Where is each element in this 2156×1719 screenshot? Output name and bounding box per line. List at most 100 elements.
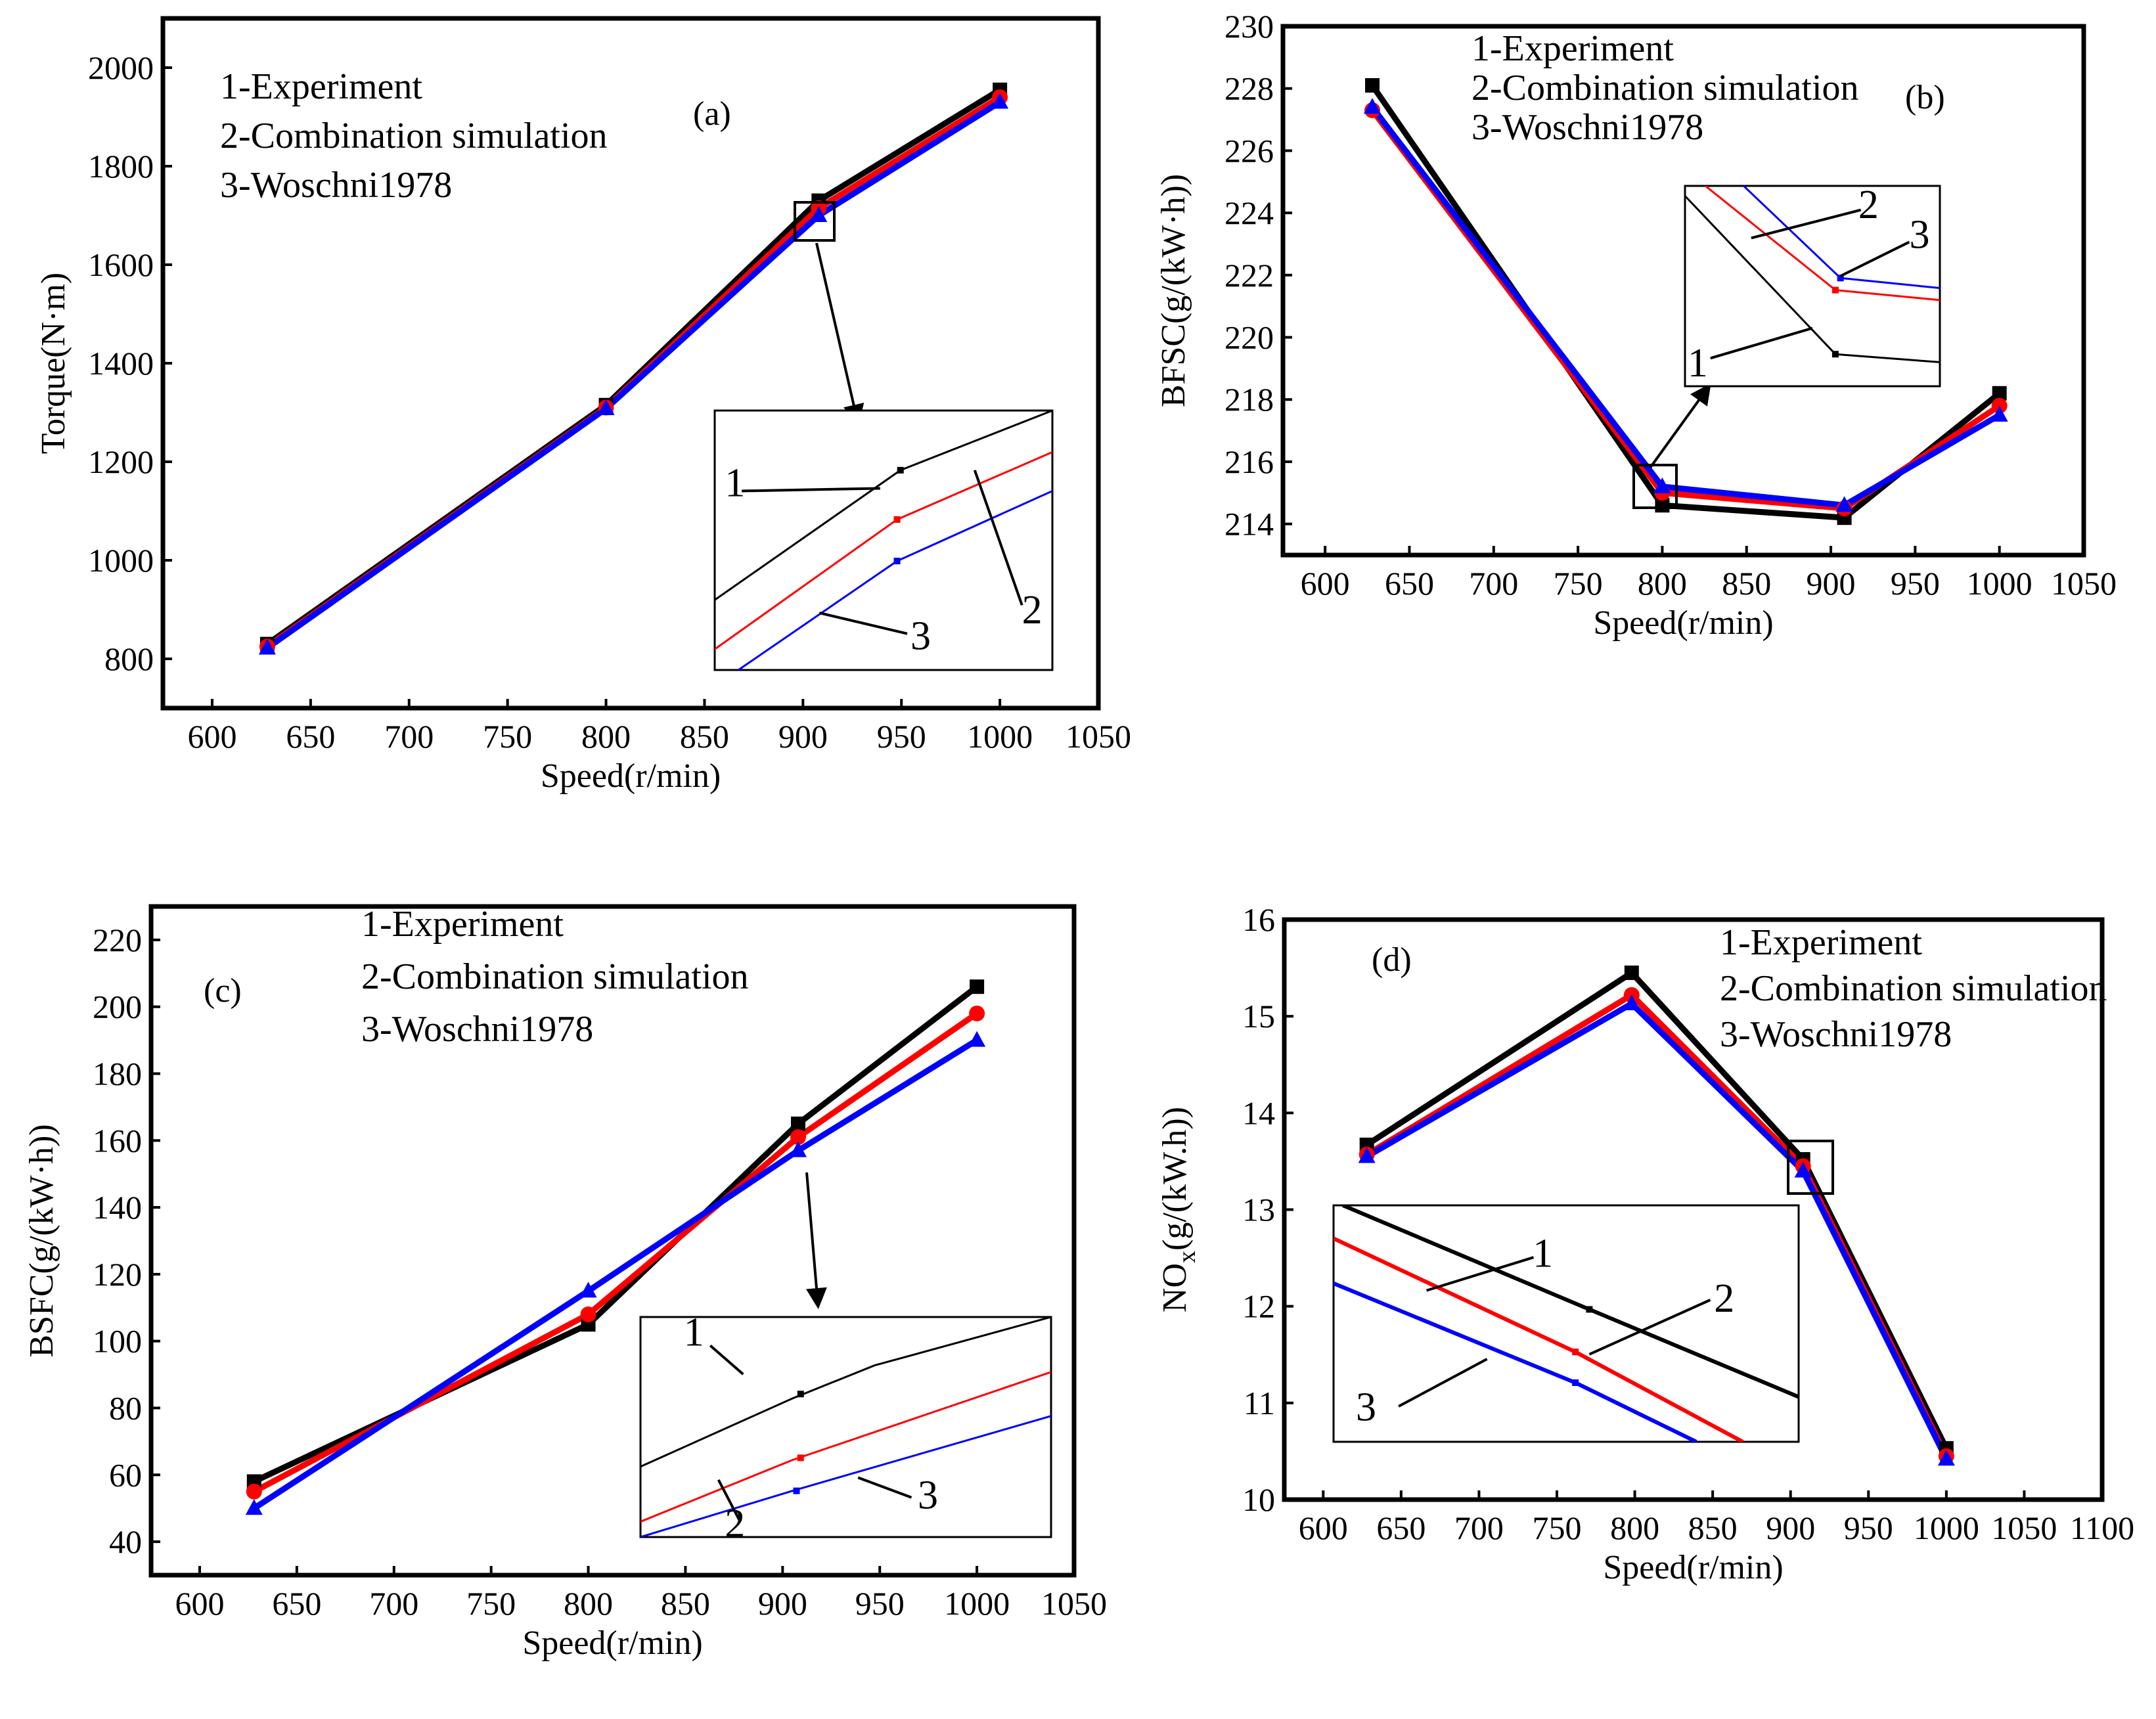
plot-frame-c <box>148 904 1077 1578</box>
y-tick-label: 214 <box>1224 506 1274 543</box>
inset-callout-line-2 <box>1839 240 1910 278</box>
inset-callout-label-3: 1 <box>1688 341 1708 386</box>
inset-callout-label-2: 2 <box>1022 588 1043 633</box>
x-tick-label: 750 <box>466 1585 516 1622</box>
inset-callout-label-2: 3 <box>1909 213 1929 257</box>
y-tick-label: 226 <box>1224 132 1274 169</box>
y-tick-label: 120 <box>93 1256 142 1293</box>
x-tick-label: 650 <box>286 718 335 755</box>
x-tick-label: 600 <box>1301 565 1350 602</box>
x-tick-label: 1050 <box>1041 1585 1107 1622</box>
y-tick-label: 100 <box>93 1323 142 1360</box>
x-tick-label: 1100 <box>2070 1509 2134 1546</box>
x-tick-label: 900 <box>778 718 828 755</box>
legend-entry-2: 2-Combination simulation <box>1720 968 2107 1009</box>
data-point-s1-2 <box>1624 965 1639 980</box>
y-tick-label: 10 <box>1242 1481 1275 1518</box>
x-tick-label: 600 <box>175 1585 224 1622</box>
data-point-s3-4 <box>1937 1450 1955 1466</box>
inset-callout-line-3 <box>819 612 908 635</box>
inset-callout-label-1: 1 <box>1533 1232 1553 1276</box>
legend-entry-2: 2-Combination simulation <box>220 116 608 156</box>
inset-callout-label-3: 3 <box>918 1473 938 1517</box>
x-tick-label: 950 <box>1891 565 1940 602</box>
legend-entry-1: 1-Experiment <box>220 66 422 107</box>
legend-entry-1: 1-Experiment <box>1720 922 1922 963</box>
y-tick-label: 16 <box>1242 901 1275 938</box>
y-tick-label: 80 <box>109 1390 142 1427</box>
y-tick-label: 220 <box>1224 319 1274 356</box>
data-point-s3-2 <box>1653 477 1671 493</box>
data-point-s3-2 <box>597 399 615 415</box>
data-point-s3-4 <box>991 93 1009 109</box>
legend-entry-2: 2-Combination simulation <box>361 956 749 997</box>
zoom-inset: 1 2 3 <box>639 1310 1052 1546</box>
panel-b: 600 650 700 750 800 850 900 950 1000 105021421621… <box>1155 8 2117 642</box>
data-point-s2-1 <box>246 1483 262 1500</box>
x-tick-label: 650 <box>1376 1509 1426 1546</box>
y-tick-label: 14 <box>1242 1094 1275 1131</box>
x-tick-label: 750 <box>483 718 532 755</box>
zoom-inset: 1 2 3 <box>1332 1204 1800 1443</box>
y-axis-title: NOx(g/(kW.h)) <box>1156 1107 1201 1312</box>
y-tick-label: 12 <box>1242 1288 1275 1325</box>
x-tick-label: 850 <box>680 718 729 755</box>
data-point-s3-2 <box>1623 994 1640 1011</box>
panel-label: (c) <box>204 972 242 1010</box>
data-point-s3-3 <box>1794 1161 1812 1178</box>
inset-point-3 <box>1837 275 1844 282</box>
x-tick-label: 1000 <box>944 1585 1010 1622</box>
y-tick-label: 1600 <box>88 246 154 283</box>
inset-line-1 <box>640 1317 1051 1468</box>
legend-entry-3: 3-Woschni1978 <box>1720 1014 1952 1055</box>
x-tick-label: 850 <box>1722 565 1771 602</box>
y-axis-title: Torque(N·m) <box>35 273 72 454</box>
data-point-s3-1 <box>245 1499 263 1515</box>
inset-point-1 <box>897 466 904 474</box>
x-tick-label: 950 <box>855 1585 905 1622</box>
inset-point-2 <box>797 1454 804 1462</box>
inset-frame <box>713 409 1054 671</box>
x-axis-title: Speed(r/min) <box>1603 1549 1783 1586</box>
legend-entry-1: 1-Experiment <box>361 904 564 945</box>
x-tick-label: 800 <box>1638 565 1687 602</box>
y-tick-label: 224 <box>1224 194 1274 231</box>
inset-callout-line-1 <box>742 487 880 493</box>
y-tick-label: 2000 <box>88 49 154 86</box>
x-tick-label: 750 <box>1533 1509 1582 1546</box>
zoom-arrow <box>805 1172 827 1309</box>
legend-entry-3: 3-Woschni1978 <box>1471 107 1703 148</box>
data-point-s2-4 <box>969 1005 985 1021</box>
y-tick-label: 180 <box>93 1056 142 1092</box>
y-tick-label: 1400 <box>88 345 154 382</box>
inset-line-2 <box>640 1371 1051 1523</box>
inset-callout-line-3 <box>857 1476 912 1499</box>
inset-callout-label-2: 2 <box>1714 1276 1734 1321</box>
x-tick-label: 700 <box>384 718 434 755</box>
inset-point-1 <box>797 1391 804 1398</box>
data-point-s3-1 <box>1364 98 1381 114</box>
legend-entry-1: 1-Experiment <box>1471 28 1674 69</box>
y-tick-label: 1200 <box>88 443 154 480</box>
inset-callout-line-3 <box>1398 1358 1488 1408</box>
x-tick-label: 600 <box>187 718 236 755</box>
plot-frame-b <box>1280 24 2086 558</box>
inset-frame <box>1684 185 1941 388</box>
data-point-s3-1 <box>258 638 276 655</box>
x-tick-label: 800 <box>581 718 631 755</box>
x-tick-label: 1050 <box>2051 565 2117 602</box>
zoom-region-box <box>1632 464 1678 509</box>
x-tick-label: 750 <box>1554 565 1603 602</box>
panel-label: (d) <box>1372 941 1412 979</box>
inset-callout-line-3 <box>1710 326 1813 360</box>
inset-callout-line-2 <box>973 470 1023 606</box>
data-point-s1-3 <box>790 1116 805 1131</box>
panel-d: 600 650 700 750 800 850 900 950 1000 1050 11001011… <box>1156 901 2134 1586</box>
x-tick-label: 850 <box>661 1585 710 1622</box>
inset-point-3 <box>1572 1379 1579 1386</box>
inset-callout-label-3: 3 <box>1356 1385 1376 1430</box>
series-line-3 <box>1370 105 2001 508</box>
x-axis-title: Speed(r/min) <box>541 757 721 795</box>
x-axis-title: Speed(r/min) <box>522 1624 702 1662</box>
y-tick-label: 200 <box>93 989 142 1025</box>
